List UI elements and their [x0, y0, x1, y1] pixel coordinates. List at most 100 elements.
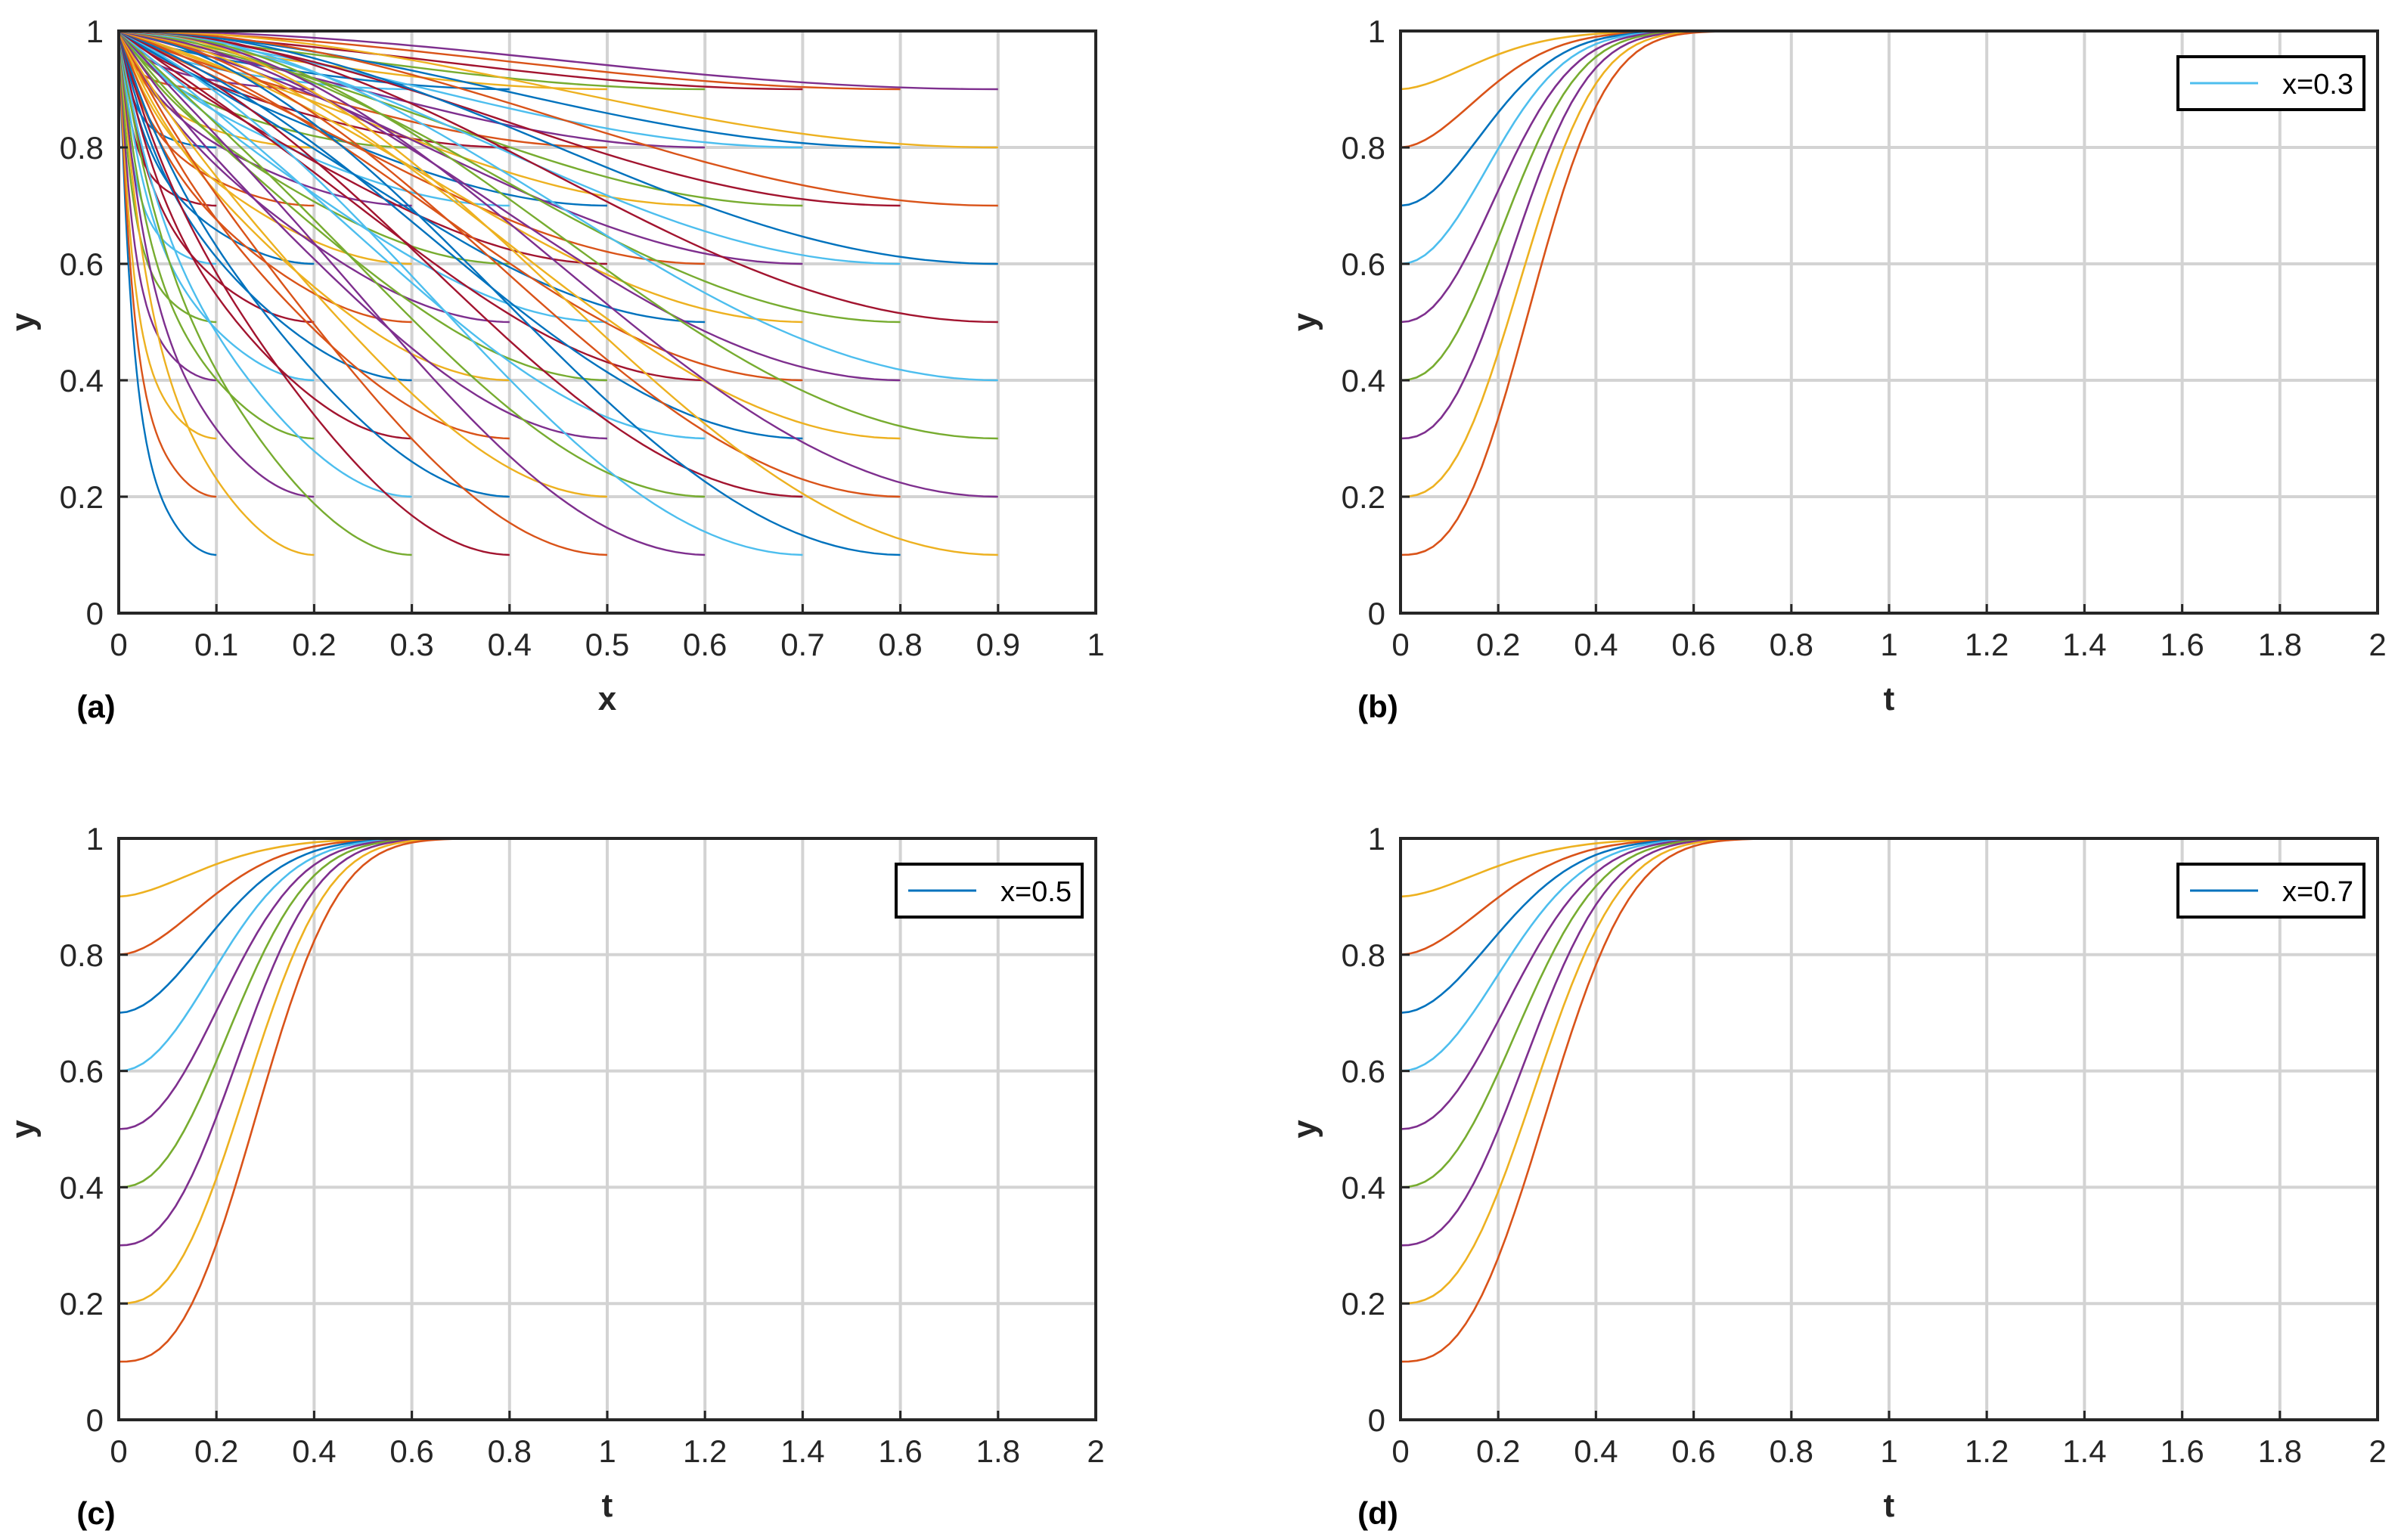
x-tick-label: 1.2: [683, 1433, 727, 1469]
y-axis-label: y: [5, 312, 42, 331]
legend-entry: x=0.7: [2282, 876, 2353, 908]
series-line: [118, 30, 706, 498]
x-tick-label: 0.1: [194, 627, 238, 662]
x-tick-label: 0.4: [1574, 627, 1618, 662]
series-line: [117, 30, 412, 382]
series-line: [117, 30, 412, 265]
legend: x=0.3: [2176, 55, 2365, 111]
x-tick-label: 1: [598, 1433, 616, 1469]
series-line: [118, 29, 803, 382]
x-tick-label: 1.2: [1965, 1433, 2009, 1469]
y-tick-label: 0.8: [1342, 130, 1385, 166]
series-group: [117, 29, 998, 556]
series-line: [118, 30, 510, 149]
panel-label: (a): [76, 689, 115, 724]
series-line: [118, 29, 510, 91]
x-tick-label: 0.2: [1476, 1433, 1520, 1469]
x-tick-label: 0.4: [488, 627, 532, 662]
series-line: [118, 29, 998, 207]
y-tick-label: 0.8: [60, 937, 104, 973]
series-line: [118, 29, 998, 91]
series-line: [117, 30, 510, 440]
x-tick-label: 0.8: [488, 1433, 532, 1469]
y-tick-label: 1: [1368, 14, 1385, 49]
series-line: [118, 29, 998, 498]
y-tick-label: 0.4: [1342, 363, 1385, 398]
x-tick-label: 2: [1087, 1433, 1104, 1469]
x-axis-label: t: [1884, 1487, 1895, 1524]
series-line: [118, 30, 315, 91]
x-tick-label: 0.2: [194, 1433, 238, 1469]
series-line: [118, 29, 998, 556]
y-tick-label: 1: [86, 821, 104, 857]
series-line: [117, 30, 217, 498]
series-line: [117, 30, 608, 556]
y-tick-label: 0.8: [60, 130, 104, 166]
y-axis-label: y: [5, 1120, 42, 1139]
series-line: [118, 29, 998, 382]
x-axis-label: x: [598, 680, 617, 717]
x-tick-label: 2: [2369, 1433, 2386, 1469]
x-tick-label: 1.4: [2062, 1433, 2106, 1469]
series-line: [117, 30, 412, 556]
y-tick-label: 0.2: [60, 479, 104, 515]
x-tick-label: 0.8: [1770, 1433, 1813, 1469]
series-line: [118, 29, 706, 265]
series-line: [118, 30, 608, 265]
x-tick-label: 2: [2369, 627, 2386, 662]
y-tick-label: 0.2: [60, 1286, 104, 1322]
series-line: [118, 29, 803, 324]
x-tick-label: 0: [1391, 627, 1409, 662]
x-axis-label: t: [602, 1487, 613, 1524]
series-line: [117, 30, 315, 556]
series-line: [118, 29, 901, 149]
series-line: [118, 29, 998, 265]
series-line: [118, 29, 803, 265]
series-line: [118, 29, 998, 324]
series-line: [118, 29, 706, 324]
y-tick-label: 0.4: [60, 1170, 104, 1205]
x-tick-label: 1.2: [1965, 627, 2009, 662]
x-tick-label: 0.5: [585, 627, 629, 662]
legend: x=0.7: [2176, 863, 2365, 919]
x-tick-label: 1.4: [780, 1433, 824, 1469]
x-tick-label: 0: [110, 1433, 127, 1469]
x-tick-label: 0.7: [780, 627, 824, 662]
legend-entry: x=0.3: [2282, 69, 2353, 101]
x-tick-label: 1.8: [2258, 627, 2302, 662]
y-tick-label: 0: [86, 596, 104, 631]
series-line: [117, 30, 510, 498]
y-tick-label: 0.6: [1342, 246, 1385, 282]
panel-label: (c): [76, 1495, 115, 1531]
series-line: [118, 29, 901, 382]
x-tick-label: 0.9: [976, 627, 1020, 662]
series-line: [118, 29, 901, 556]
series-line: [118, 29, 608, 149]
x-tick-label: 1.6: [2160, 1433, 2204, 1469]
series-line: [118, 29, 998, 149]
series-line: [118, 29, 998, 440]
series-line: [117, 30, 412, 498]
x-tick-label: 0.4: [292, 1433, 336, 1469]
series-line: [118, 29, 803, 556]
x-tick-label: 0: [110, 627, 127, 662]
y-tick-label: 0.6: [1342, 1054, 1385, 1089]
subplot-d: 0 0.2 0.4 0.6 0.8 1 1.2 1.4 1.6 1.8 2 0 0.2 0.4 0.6 0.8…: [1286, 821, 2387, 1531]
series-line: [117, 30, 315, 440]
y-tick-label: 0.6: [60, 1054, 104, 1089]
series-line: [118, 30, 706, 556]
x-axis-label: t: [1884, 680, 1895, 717]
y-tick-label: 0.2: [1342, 479, 1385, 515]
x-tick-label: 0.4: [1574, 1433, 1618, 1469]
y-tick-label: 0.2: [1342, 1286, 1385, 1322]
series-line: [118, 29, 803, 207]
x-tick-label: 0.2: [292, 627, 336, 662]
y-tick-label: 0: [1368, 596, 1385, 631]
y-tick-label: 0.8: [1342, 937, 1385, 973]
x-tick-label: 0: [1391, 1433, 1409, 1469]
x-tick-label: 1.4: [2062, 627, 2106, 662]
x-tick-label: 0.8: [878, 627, 922, 662]
subplot-a: 0 0.1 0.2 0.3 0.4 0.5 0.6 0.7 0.8 0.9 1 0 0.2 0.4 0.6 0…: [5, 14, 1105, 724]
series-line: [117, 30, 412, 440]
